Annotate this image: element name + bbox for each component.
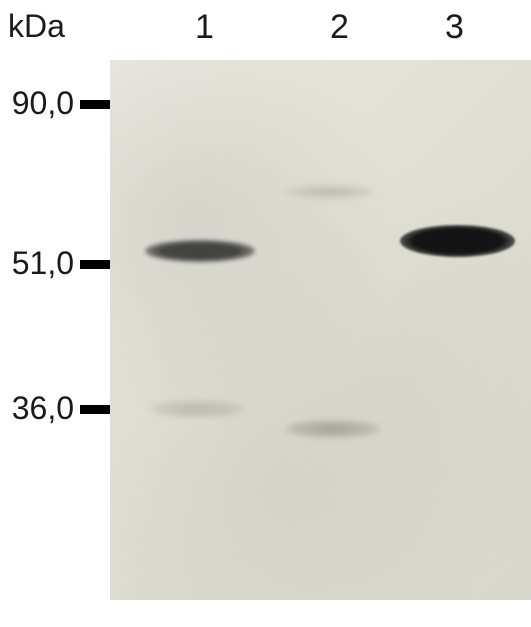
band-lane1-main: [145, 240, 255, 262]
marker-tick-90: [80, 100, 110, 109]
blot-figure: kDa 1 2 3 90,0 51,0 36,0: [0, 0, 531, 627]
axis-title: kDa: [8, 8, 65, 45]
band-lane1-faint: [150, 400, 245, 418]
marker-tick-51: [80, 260, 110, 269]
blot-membrane: [110, 60, 531, 600]
lane-label-2: 2: [330, 8, 349, 47]
lane-label-3: 3: [445, 8, 464, 47]
marker-label-90: 90,0: [2, 85, 74, 122]
band-lane2-lower: [285, 420, 380, 438]
band-lane2-upper-faint: [285, 185, 375, 199]
band-lane3-strong: [400, 225, 515, 257]
blot-background-noise: [110, 60, 531, 600]
marker-tick-36: [80, 405, 110, 414]
marker-label-51: 51,0: [2, 245, 74, 282]
lane-label-1: 1: [195, 8, 214, 47]
marker-label-36: 36,0: [2, 390, 74, 427]
